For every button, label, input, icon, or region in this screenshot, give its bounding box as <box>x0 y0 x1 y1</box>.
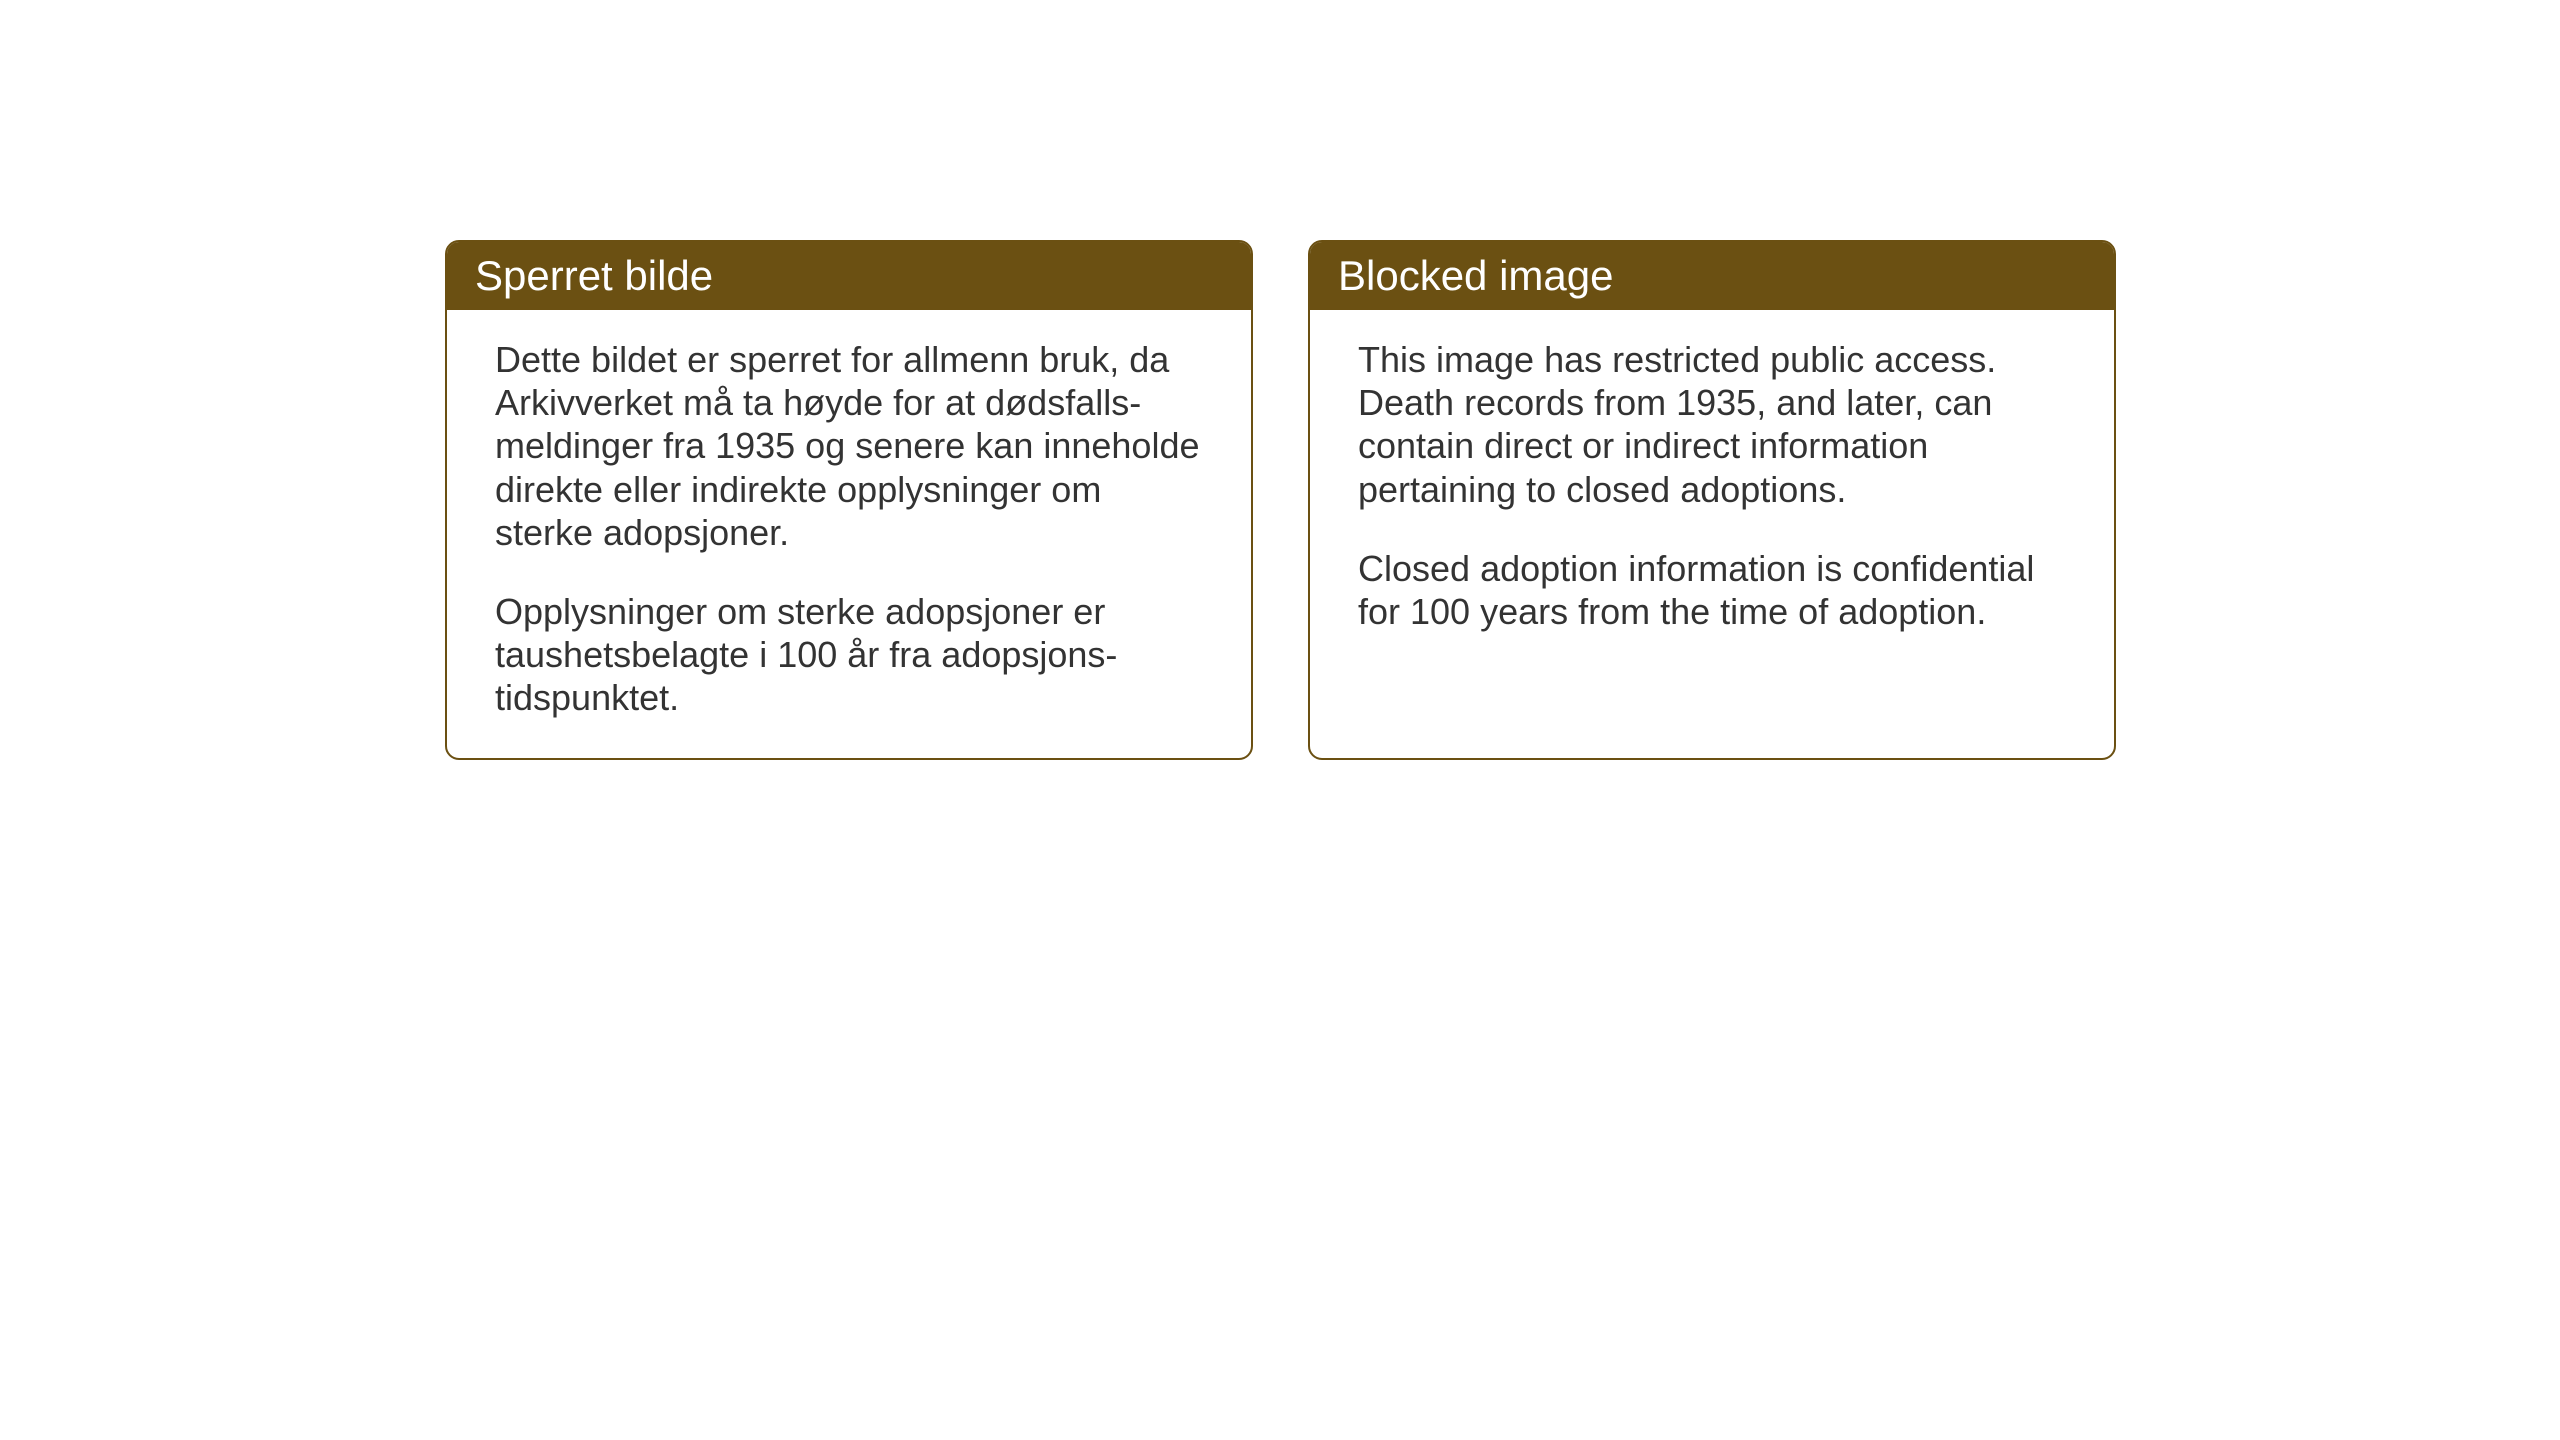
english-card-title: Blocked image <box>1338 252 1613 299</box>
norwegian-card-header: Sperret bilde <box>447 242 1251 310</box>
notice-container: Sperret bilde Dette bildet er sperret fo… <box>445 240 2116 760</box>
norwegian-card-body: Dette bildet er sperret for allmenn bruk… <box>447 310 1251 758</box>
english-card-header: Blocked image <box>1310 242 2114 310</box>
english-card-body: This image has restricted public access.… <box>1310 310 2114 723</box>
english-paragraph-2: Closed adoption information is confident… <box>1358 547 2066 633</box>
norwegian-paragraph-2: Opplysninger om sterke adopsjoner er tau… <box>495 590 1203 720</box>
english-notice-card: Blocked image This image has restricted … <box>1308 240 2116 760</box>
english-paragraph-1: This image has restricted public access.… <box>1358 338 2066 511</box>
norwegian-notice-card: Sperret bilde Dette bildet er sperret fo… <box>445 240 1253 760</box>
norwegian-card-title: Sperret bilde <box>475 252 713 299</box>
norwegian-paragraph-1: Dette bildet er sperret for allmenn bruk… <box>495 338 1203 554</box>
